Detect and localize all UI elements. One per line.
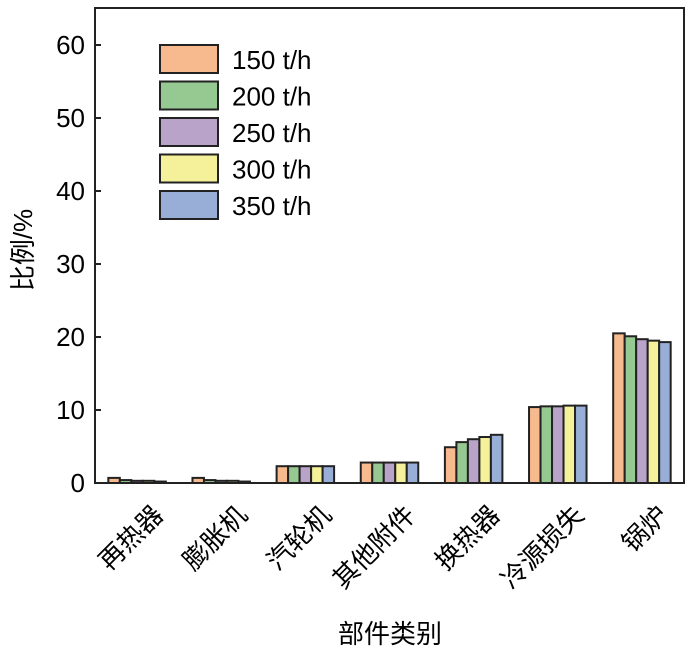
- bar: [466, 438, 481, 485]
- x-tick-label: 冷源损失: [495, 500, 590, 595]
- legend-label: 350 t/h: [232, 191, 312, 221]
- bar: [551, 405, 565, 485]
- x-tick-label: 锅炉: [616, 500, 674, 558]
- y-axis-label: 比例/%: [8, 209, 38, 291]
- bar: [455, 441, 469, 484]
- bar: [382, 461, 397, 484]
- bar: [287, 465, 301, 484]
- y-tick-label: 60: [56, 30, 85, 60]
- bar: [321, 465, 336, 484]
- bar: [623, 335, 638, 484]
- y-tick-label: 50: [56, 103, 85, 133]
- bar: [478, 436, 492, 485]
- x-tick-label: 膨胀机: [177, 500, 253, 576]
- legend-swatch: [159, 117, 219, 147]
- bar: [275, 465, 290, 484]
- x-tick-label: 汽轮机: [261, 500, 337, 576]
- legend-label: 200 t/h: [232, 82, 312, 112]
- legend-swatch: [159, 80, 219, 111]
- x-tick-label: 再热器: [93, 500, 169, 576]
- bar: [371, 461, 385, 484]
- bar: [443, 446, 458, 485]
- legend-label: 150 t/h: [232, 45, 312, 75]
- y-tick-label: 40: [56, 176, 85, 206]
- legend-swatch: [159, 44, 219, 74]
- bar: [394, 461, 408, 484]
- bar: [562, 404, 577, 484]
- y-tick-label: 10: [56, 395, 85, 425]
- y-tick-label: 30: [56, 249, 85, 279]
- bar: [539, 405, 554, 485]
- bar: [298, 465, 313, 484]
- bar: [658, 341, 672, 484]
- bar: [528, 406, 542, 484]
- bar: [405, 461, 420, 484]
- x-tick-label: 其他附件: [327, 500, 422, 595]
- bar: [359, 461, 374, 484]
- bar: [310, 465, 324, 484]
- x-axis-label: 部件类别: [338, 619, 442, 649]
- bar: [489, 433, 504, 485]
- legend-swatch: [159, 153, 219, 184]
- plot-frame: [94, 7, 685, 484]
- bar: [574, 404, 588, 484]
- legend-label: 300 t/h: [232, 155, 312, 185]
- bar: [646, 339, 661, 484]
- y-tick-label: 0: [71, 468, 85, 498]
- bar: [612, 332, 626, 484]
- x-tick-label: 换热器: [429, 500, 505, 576]
- legend-label: 250 t/h: [232, 118, 312, 148]
- y-tick-label: 20: [56, 322, 85, 352]
- legend-swatch: [159, 190, 219, 220]
- bar: [635, 338, 649, 484]
